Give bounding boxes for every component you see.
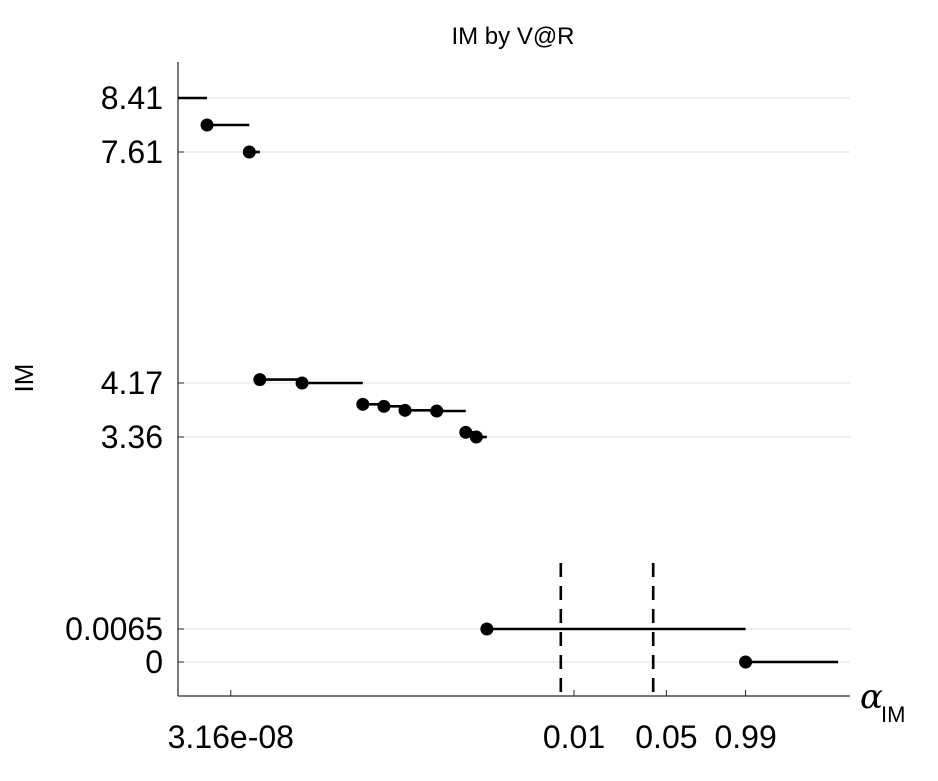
y-tick-label: 8.41 [101, 80, 163, 116]
step-point [430, 404, 444, 418]
y-axis-label: IM [9, 364, 39, 393]
step-point [242, 145, 256, 159]
x-tick-label: 0.01 [543, 719, 605, 755]
step-point [459, 425, 473, 439]
y-tick-label: 7.61 [101, 134, 163, 170]
step-segments [178, 96, 838, 664]
step-point [480, 622, 494, 636]
step-point [377, 399, 391, 413]
x-tick-label: 0.99 [714, 719, 776, 755]
chart-title: IM by V@R [451, 23, 574, 50]
y-tick-label: 0 [145, 644, 163, 680]
step-point [739, 655, 753, 669]
step-point [398, 403, 412, 417]
x-axis-label-alpha: α [860, 677, 883, 717]
step-point [200, 118, 214, 132]
y-tick-label: 4.17 [101, 365, 163, 401]
x-tick-label: 0.05 [635, 719, 697, 755]
y-tick-label: 3.36 [101, 419, 163, 455]
open-points [200, 118, 753, 669]
step-point [253, 373, 267, 387]
step-point [295, 376, 309, 390]
x-axis-label-subscript: IM [881, 702, 905, 727]
x-tick-label: 3.16e-08 [168, 719, 294, 755]
axes [177, 62, 850, 697]
step-point [469, 430, 483, 444]
step-point [356, 397, 370, 411]
x-ticks: 3.16e-08 0.01 0.05 0.99 [168, 690, 777, 755]
y-tick-label: 0.0065 [65, 611, 163, 647]
x-axis-label: α IM [860, 677, 905, 727]
